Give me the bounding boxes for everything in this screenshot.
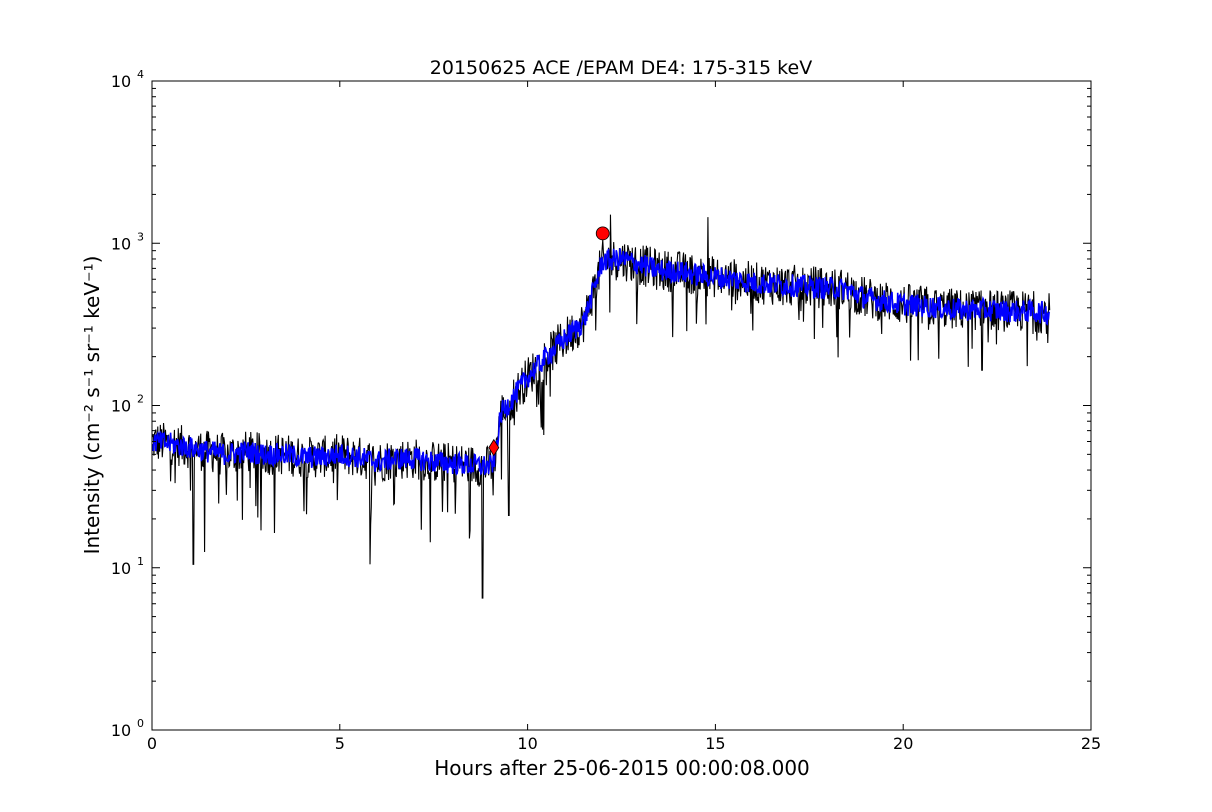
- y-tick-exponent: 2: [137, 393, 144, 406]
- x-tick-label: 15: [705, 734, 725, 753]
- series-line-2: [152, 248, 1051, 476]
- x-axis-label: Hours after 25-06-2015 00:00:08.000: [434, 756, 810, 780]
- x-tick-label: 20: [893, 734, 913, 753]
- x-tick-label: 25: [1081, 734, 1101, 753]
- y-tick-label: 10: [111, 559, 131, 578]
- y-axis: 10 0 10 1 10 2 10 3 10 4: [111, 68, 1091, 740]
- y-tick-exponent: 3: [137, 230, 144, 243]
- y-tick-label: 10: [111, 72, 131, 91]
- y-tick-exponent: 1: [137, 555, 144, 568]
- series-layer: [152, 214, 1051, 599]
- y-tick-label: 10: [111, 721, 131, 740]
- x-tick-label: 0: [147, 734, 157, 753]
- onset-diamond-marker: [488, 438, 500, 457]
- peak-circle-marker: [595, 226, 610, 241]
- chart-title: 20150625 ACE /EPAM DE4: 175-315 keV: [430, 57, 812, 79]
- marker-layer: [488, 226, 610, 457]
- x-tick-label: 5: [335, 734, 345, 753]
- y-tick-exponent: 0: [137, 717, 144, 730]
- x-tick-label: 10: [517, 734, 537, 753]
- y-tick-label: 10: [111, 397, 131, 416]
- x-axis: 0 5 10 15 20 25: [147, 81, 1101, 753]
- y-tick-label: 10: [111, 234, 131, 253]
- y-tick-exponent: 4: [137, 68, 144, 81]
- y-axis-label: Intensity (cm⁻² s⁻¹ sr⁻¹ keV⁻¹): [80, 256, 104, 555]
- plot-area: [151, 80, 1092, 731]
- plot-frame: [151, 80, 1092, 731]
